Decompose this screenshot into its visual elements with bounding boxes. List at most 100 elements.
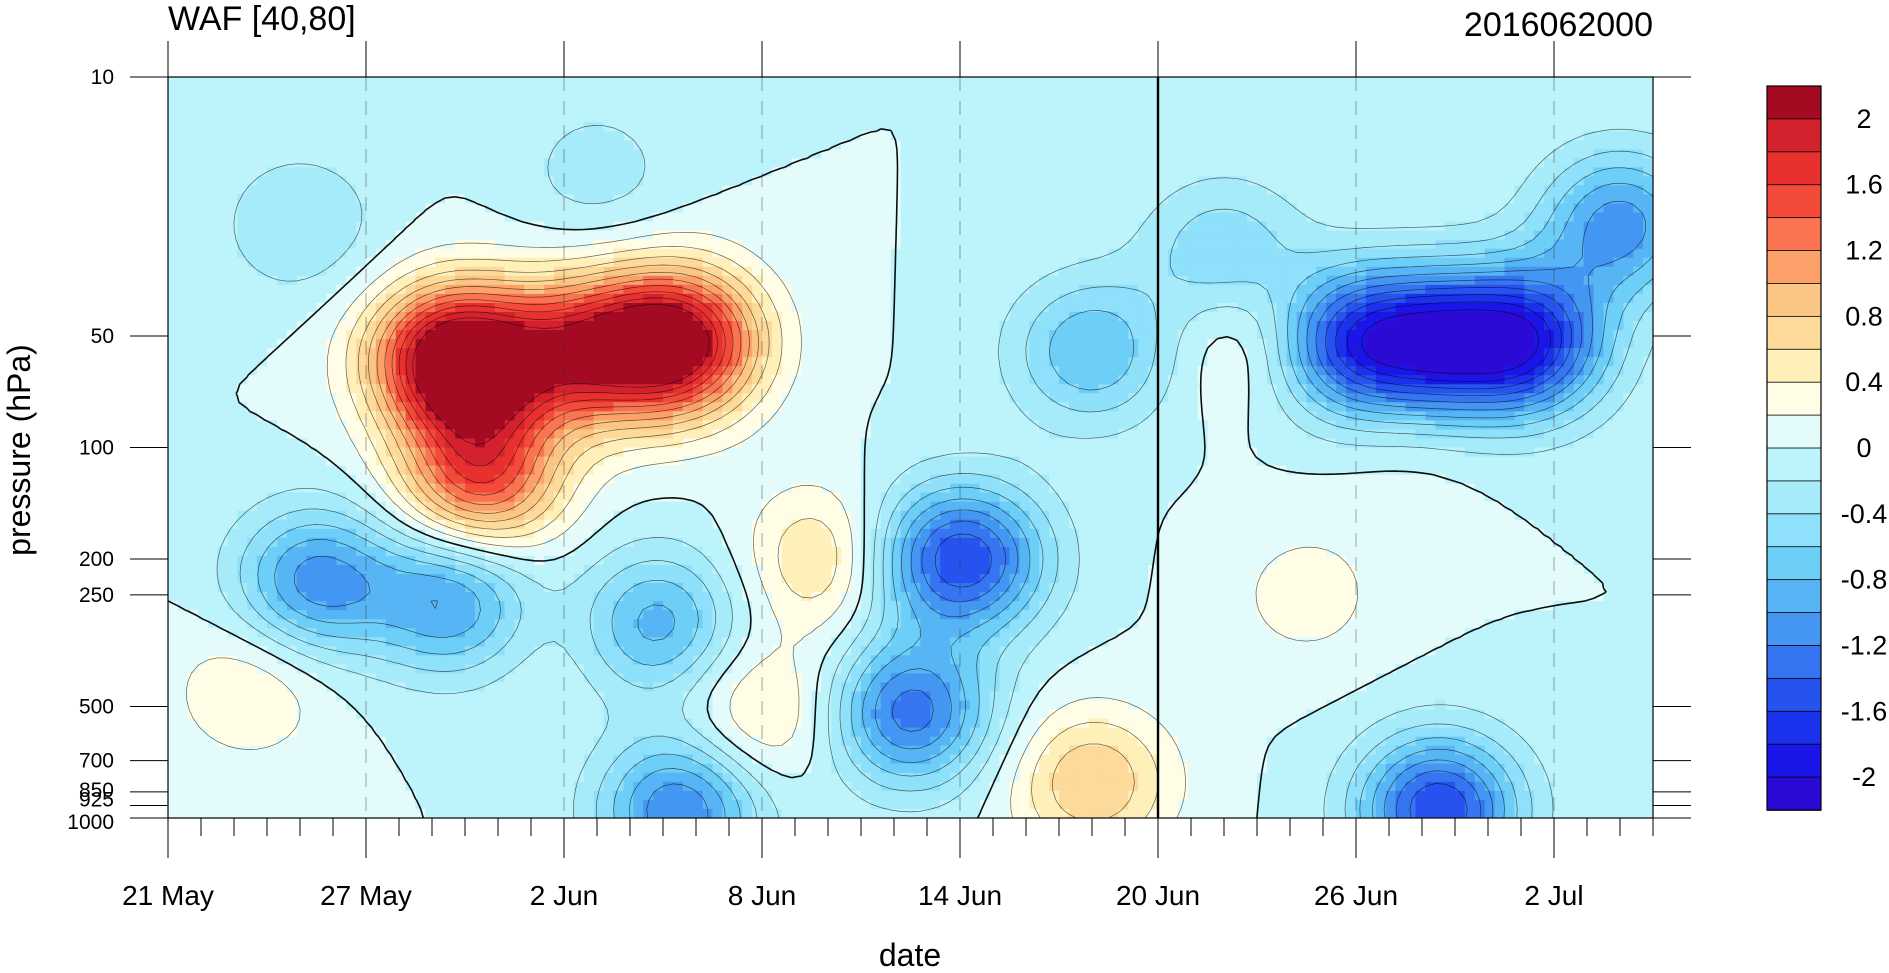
heatmap-cell — [1000, 158, 1011, 168]
heatmap-cell — [663, 95, 674, 105]
heatmap-cell — [257, 149, 268, 159]
heatmap-cell — [564, 204, 575, 214]
heatmap-cell — [1406, 149, 1417, 159]
heatmap-cell — [1445, 204, 1456, 214]
heatmap-cell — [772, 285, 783, 295]
heatmap-cell — [1059, 258, 1070, 268]
heatmap-cell — [1406, 167, 1417, 177]
heatmap-cell — [1158, 194, 1169, 204]
heatmap-cell — [1198, 213, 1209, 223]
heatmap-cell — [1099, 213, 1110, 223]
heatmap-cell — [534, 77, 545, 87]
heatmap-cell — [1049, 176, 1060, 186]
heatmap-cell — [317, 357, 328, 367]
heatmap-cell — [782, 321, 793, 331]
heatmap-cell — [1415, 77, 1426, 87]
heatmap-cell — [1059, 231, 1070, 241]
heatmap-cell — [950, 158, 961, 168]
heatmap-cell — [1396, 86, 1407, 96]
heatmap-cell — [1475, 321, 1486, 331]
heatmap-cell — [960, 185, 971, 195]
heatmap-cell — [475, 330, 486, 340]
heatmap-cell — [1208, 167, 1219, 177]
heatmap-cell — [1307, 131, 1318, 141]
heatmap-cell — [802, 330, 813, 340]
heatmap-cell — [614, 249, 625, 259]
heatmap-cell — [247, 231, 258, 241]
heatmap-cell — [287, 303, 298, 313]
heatmap-cell — [1316, 249, 1327, 259]
heatmap-cell — [1109, 312, 1120, 322]
heatmap-cell — [287, 176, 298, 186]
heatmap-cell — [1584, 122, 1595, 132]
heatmap-cell — [911, 321, 922, 331]
heatmap-cell — [1109, 294, 1120, 304]
heatmap-cell — [1208, 104, 1219, 114]
heatmap-cell — [940, 330, 951, 340]
heatmap-cell — [1158, 276, 1169, 286]
heatmap-cell — [1425, 158, 1436, 168]
heatmap-cell — [911, 276, 922, 286]
heatmap-cell — [673, 185, 684, 195]
heatmap-cell — [554, 375, 565, 385]
heatmap-cell — [861, 86, 872, 96]
heatmap-cell — [1485, 104, 1496, 114]
heatmap-cell — [218, 222, 229, 232]
heatmap-cell — [307, 339, 318, 349]
heatmap-cell — [1059, 240, 1070, 250]
heatmap-cell — [1356, 77, 1367, 87]
heatmap-cell — [524, 294, 535, 304]
heatmap-cell — [990, 366, 1001, 376]
heatmap-cell — [851, 258, 862, 268]
heatmap-cell — [693, 77, 704, 87]
heatmap-cell — [455, 176, 466, 186]
heatmap-cell — [1168, 213, 1179, 223]
heatmap-cell — [1227, 267, 1238, 277]
heatmap-cell — [534, 213, 545, 223]
heatmap-cell — [475, 77, 486, 87]
heatmap-cell — [416, 357, 427, 367]
heatmap-cell — [336, 294, 347, 304]
heatmap-cell — [307, 366, 318, 376]
heatmap-cell — [1198, 330, 1209, 340]
heatmap-cell — [544, 258, 555, 268]
heatmap-cell — [554, 330, 565, 340]
heatmap-cell — [911, 348, 922, 358]
heatmap-cell — [703, 240, 714, 250]
heatmap-cell — [980, 312, 991, 322]
heatmap-cell — [623, 140, 634, 150]
heatmap-cell — [1623, 240, 1634, 250]
heatmap-cell — [1534, 77, 1545, 87]
heatmap-cell — [1623, 213, 1634, 223]
heatmap-cell — [821, 276, 832, 286]
heatmap-cell — [1574, 258, 1585, 268]
heatmap-cell — [970, 95, 981, 105]
heatmap-cell — [465, 276, 476, 286]
heatmap-cell — [930, 167, 941, 177]
heatmap-cell — [1455, 249, 1466, 259]
heatmap-cell — [416, 149, 427, 159]
heatmap-cell — [544, 113, 555, 123]
heatmap-cell — [267, 113, 278, 123]
heatmap-cell — [1594, 276, 1605, 286]
heatmap-cell — [1554, 249, 1565, 259]
heatmap-cell — [1425, 95, 1436, 105]
heatmap-cell — [475, 366, 486, 376]
heatmap-cell — [1227, 104, 1238, 114]
heatmap-cell — [1010, 231, 1021, 241]
heatmap-cell — [1267, 86, 1278, 96]
heatmap-cell — [1069, 222, 1080, 232]
heatmap-cell — [287, 131, 298, 141]
heatmap-cell — [1376, 312, 1387, 322]
heatmap-cell — [1455, 321, 1466, 331]
heatmap-cell — [1633, 312, 1644, 322]
heatmap-cell — [465, 104, 476, 114]
heatmap-cell — [623, 321, 634, 331]
heatmap-cell — [534, 113, 545, 123]
heatmap-cell — [1217, 348, 1228, 358]
heatmap-cell — [1366, 185, 1377, 195]
heatmap-cell — [1544, 122, 1555, 132]
heatmap-cell — [851, 204, 862, 214]
heatmap-cell — [1445, 222, 1456, 232]
heatmap-cell — [742, 95, 753, 105]
